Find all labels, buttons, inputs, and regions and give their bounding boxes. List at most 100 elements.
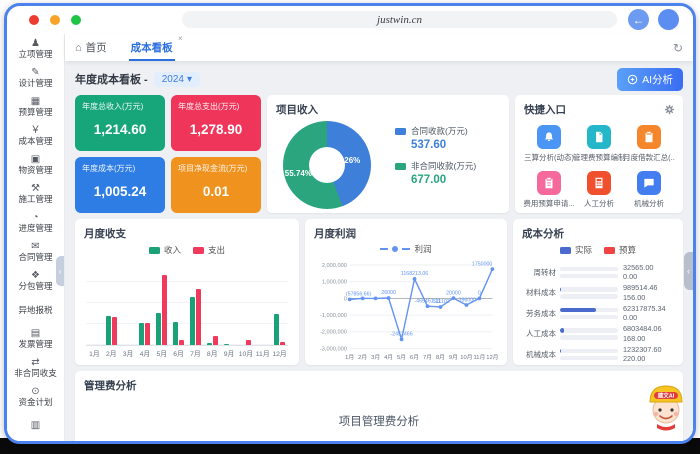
svg-text:1月: 1月	[345, 354, 354, 361]
x-axis-label: 11月	[255, 351, 270, 358]
cost-row-材料成本: 材料成本 989514.46 156.00	[522, 283, 674, 304]
sidebar-item-成本管理[interactable]: ￥ 成本管理	[7, 121, 64, 150]
cost-row-劳务成本: 劳务成本 62317875.34 0.00	[522, 303, 674, 324]
tab-bar: ⌂ 首页 成本看板 × ↻	[65, 34, 693, 61]
legend-item[interactable]: 支出	[193, 244, 225, 256]
bar-收入	[189, 296, 195, 345]
tab-cost-board[interactable]: 成本看板 ×	[128, 34, 183, 61]
bar-group	[136, 262, 153, 345]
bar-track	[560, 355, 618, 360]
sidebar-item-label: 施工管理	[18, 194, 53, 204]
stat-value: 1,278.90	[189, 122, 243, 137]
bar-track	[560, 348, 618, 353]
legend-label: 收入	[163, 245, 181, 255]
category-label: 劳务成本	[526, 308, 556, 318]
bar-group	[170, 262, 187, 345]
quick-entry-机械分析[interactable]: 机械分析	[624, 171, 674, 209]
sidebar-item-施工管理[interactable]: ⚒ 施工管理	[7, 179, 64, 208]
sidebar-item-异地报税[interactable]: 异地报税	[7, 295, 64, 324]
svg-text:12月: 12月	[486, 354, 498, 361]
sidebar-collapse-handle[interactable]: ›	[56, 256, 64, 286]
bar-实际	[560, 287, 561, 292]
cost-row-机械成本: 机械成本 1232307.60 220.00	[522, 344, 674, 365]
svg-text:-396000: -396000	[457, 297, 476, 303]
ai-analysis-button[interactable]: AI分析	[617, 67, 683, 91]
quick-entry-费用预算申请...[interactable]: 费用预算申请...	[523, 171, 575, 209]
bar-value: 168.00	[623, 333, 646, 343]
cost-analysis-bars: 周转材 32565.00 0.00 材料成本 989514.46 156.00 劳务成本 62…	[522, 262, 674, 365]
svg-text:-1,000,000: -1,000,000	[320, 313, 347, 319]
sidebar-item-分包管理[interactable]: ❖ 分包管理	[7, 266, 64, 295]
x-axis-label: 7月	[190, 351, 201, 358]
traffic-light-zoom[interactable]	[71, 15, 81, 25]
svg-text:-511102: -511102	[431, 299, 450, 305]
close-tab-icon[interactable]: ×	[177, 33, 183, 43]
svg-text:-2452466: -2452466	[390, 332, 412, 338]
tab-home[interactable]: ⌂ 首页	[75, 41, 107, 55]
bar-收入	[105, 315, 111, 345]
sidebar-item-立项管理[interactable]: ♟ 立项管理	[7, 34, 64, 63]
project-icon: ♟	[31, 38, 40, 49]
sidebar-item-进度管理[interactable]: ◔ 进度管理	[7, 208, 64, 237]
bar-收入	[139, 322, 145, 345]
browser-chrome: justwin.cn ←	[7, 6, 693, 34]
bar-track	[560, 287, 618, 292]
legend-item[interactable]: 预算	[604, 244, 636, 256]
monthly-bar-chart	[86, 262, 288, 346]
sidebar-item-设计管理[interactable]: ✎ 设计管理	[7, 63, 64, 92]
mascot-badge-text: 建文AI	[658, 392, 675, 400]
sidebar-item-more[interactable]: ▥	[7, 411, 64, 440]
address-bar[interactable]: justwin.cn	[182, 11, 617, 28]
quick-entry-三算分析(动态)[interactable]: 三算分析(动态)	[524, 125, 574, 163]
traffic-light-close[interactable]	[29, 15, 39, 25]
bar-支出	[246, 340, 252, 345]
refresh-icon[interactable]: ↻	[672, 40, 683, 55]
project-income-card: 项目收入 44.26% 55.74% 合同收款(万元) 537.60 非合同收款(万…	[267, 95, 509, 213]
sidebar-item-物资管理[interactable]: ▣ 物资管理	[7, 150, 64, 179]
x-axis-label: 2月	[105, 351, 117, 358]
bar-value: 32565.00	[623, 262, 654, 272]
stat-label: 年度成本(万元)	[82, 164, 136, 173]
card-title: 快捷入口	[524, 104, 566, 116]
chat-icon	[637, 171, 661, 195]
svg-text:(57856.66): (57856.66)	[346, 292, 372, 298]
bar-支出	[145, 322, 151, 345]
legend-item[interactable]: 合同收款(万元) 537.60	[395, 125, 476, 151]
document-icon	[587, 125, 611, 149]
sidebar-item-预算管理[interactable]: ▦ 预算管理	[7, 92, 64, 121]
stat-value: 0.01	[202, 184, 230, 199]
traffic-light-minimize[interactable]	[50, 15, 60, 25]
sidebar-item-发票管理[interactable]: ▤ 发票管理	[7, 324, 64, 353]
window-circle-button[interactable]	[658, 9, 679, 30]
panel-collapse-handle[interactable]: ‹	[684, 252, 693, 290]
monthly-profit-card: 月度利润 利润 2,000,000 1,000,000 0 -1,000,000 -2,…	[305, 219, 507, 365]
quick-entry-label: 三算分析(动态)	[524, 153, 574, 162]
home-icon: ⌂	[75, 41, 82, 54]
invoice-icon: ▤	[30, 328, 41, 339]
legend-item[interactable]: 实际	[559, 244, 592, 256]
ai-mascot[interactable]: 建文AI	[645, 380, 687, 437]
card-title: 成本分析	[522, 228, 564, 240]
quick-entry-管理费预算编制[interactable]: 管理费预算编制	[573, 125, 625, 163]
bar-group	[204, 262, 221, 345]
svg-text:-465461.11: -465461.11	[414, 298, 440, 304]
year-select[interactable]: 2024 ▾	[153, 71, 201, 87]
bar-track	[560, 335, 618, 340]
sidebar-item-合同管理[interactable]: ✉ 合同管理	[7, 237, 64, 266]
quick-entry-月度借款汇总(..[interactable]: 月度借款汇总(..	[623, 125, 675, 163]
card-title: 管理费分析	[84, 380, 137, 392]
profit-legend[interactable]: 利润	[314, 243, 498, 255]
bar-收入	[156, 313, 162, 345]
gear-icon[interactable]	[664, 102, 675, 120]
svg-text:20000: 20000	[446, 290, 461, 296]
back-button[interactable]: ←	[628, 9, 649, 30]
sidebar-item-label: 物资管理	[18, 165, 53, 175]
legend-swatch	[395, 127, 406, 135]
legend-item[interactable]: 收入	[148, 244, 181, 256]
sidebar-item-资金计划[interactable]: ⊙ 资金计划	[7, 382, 64, 411]
card-title: 月度收支	[84, 228, 126, 240]
bar-支出	[212, 335, 218, 345]
legend-item[interactable]: 非合同收款(万元) 677.00	[395, 160, 476, 186]
sidebar-item-非合同收支[interactable]: ⇄ 非合同收支	[7, 353, 64, 382]
quick-entry-人工分析[interactable]: 人工分析	[574, 171, 624, 209]
